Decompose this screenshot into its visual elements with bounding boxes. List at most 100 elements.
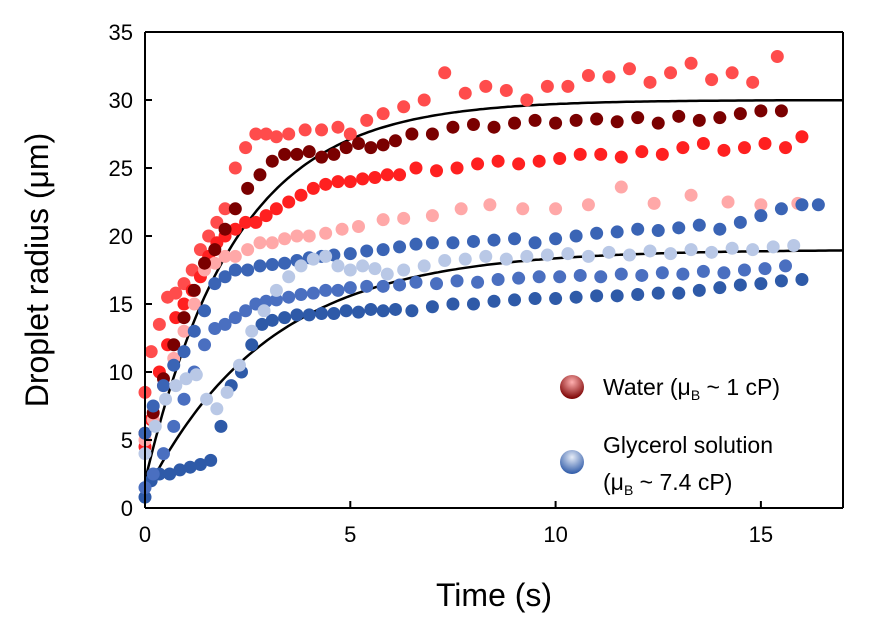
glycerol-data-point bbox=[409, 237, 423, 251]
glycerol-data-point bbox=[811, 198, 825, 212]
water-data-point bbox=[692, 113, 706, 127]
glycerol-data-point bbox=[146, 467, 160, 481]
glycerol-data-point bbox=[163, 467, 177, 481]
water-data-point bbox=[302, 229, 316, 243]
water-data-point bbox=[239, 141, 253, 155]
water-data-point bbox=[208, 256, 222, 270]
glycerol-data-point bbox=[717, 266, 731, 280]
water-data-point bbox=[417, 93, 431, 107]
glycerol-data-point bbox=[169, 379, 183, 393]
y-tick-label: 30 bbox=[109, 88, 133, 113]
water-data-point bbox=[364, 141, 378, 155]
glycerol-data-point bbox=[664, 247, 678, 261]
glycerol-data-point bbox=[610, 289, 624, 303]
y-ticks: 0 5 10 15 20 25 30 35 bbox=[109, 20, 152, 521]
fit-curves bbox=[143, 98, 844, 495]
glycerol-data-point bbox=[331, 283, 345, 297]
glycerol-data-point bbox=[265, 313, 279, 327]
glycerol-data-point bbox=[779, 259, 793, 273]
glycerol-data-point bbox=[438, 253, 452, 267]
glycerol-data-point bbox=[733, 278, 747, 292]
glycerol-data-point bbox=[458, 252, 472, 266]
water-data-point bbox=[294, 188, 308, 202]
glycerol-data-point bbox=[302, 308, 316, 322]
water-data-point bbox=[343, 175, 357, 189]
water-data-point bbox=[725, 66, 739, 80]
water-data-point bbox=[278, 147, 292, 161]
glycerol-data-point bbox=[343, 281, 357, 295]
water-data-point bbox=[438, 66, 452, 80]
water-data-point bbox=[239, 215, 253, 229]
water-data-point bbox=[376, 138, 390, 152]
glycerol-data-point bbox=[327, 307, 341, 321]
glycerol-data-point bbox=[356, 259, 370, 273]
glycerol-data-point bbox=[425, 236, 439, 250]
glycerol-data-point bbox=[622, 248, 636, 262]
glycerol-data-point bbox=[364, 302, 378, 316]
water-data-point bbox=[532, 154, 546, 168]
glycerol-data-point bbox=[508, 232, 522, 246]
water-data-point bbox=[610, 115, 624, 129]
glycerol-data-point bbox=[713, 222, 727, 236]
water-data-point bbox=[643, 75, 657, 89]
glycerol-data-point bbox=[156, 447, 170, 461]
water-data-point bbox=[614, 150, 628, 164]
glycerol-data-point bbox=[187, 324, 201, 338]
y-tick-label: 35 bbox=[109, 20, 133, 45]
glycerol-data-point bbox=[466, 234, 480, 248]
water-data-point bbox=[282, 127, 296, 141]
y-axis-title: Droplet radius (μm) bbox=[19, 133, 55, 408]
water-data-point bbox=[651, 116, 665, 130]
glycerol-data-point bbox=[282, 290, 296, 304]
water-data-point bbox=[774, 104, 788, 118]
water-data-point bbox=[393, 168, 407, 182]
water-data-point bbox=[672, 109, 686, 123]
water-data-point bbox=[795, 130, 809, 144]
water-data-point bbox=[265, 236, 279, 250]
glycerol-data-point bbox=[409, 275, 423, 289]
water-data-point bbox=[198, 256, 212, 270]
x-ticks: 0 5 10 15 bbox=[139, 501, 773, 547]
water-data-point bbox=[241, 243, 255, 257]
water-data-point bbox=[512, 157, 526, 171]
glycerol-data-point bbox=[446, 236, 460, 250]
water-data-point bbox=[269, 202, 283, 216]
water-data-point bbox=[169, 286, 183, 300]
water-data-point bbox=[664, 66, 678, 80]
water-data-point bbox=[228, 161, 242, 175]
water-data-point bbox=[684, 56, 698, 70]
glycerol-data-point bbox=[528, 292, 542, 306]
water-data-point bbox=[446, 120, 460, 134]
glycerol-data-point bbox=[380, 267, 394, 281]
glycerol-data-point bbox=[479, 249, 493, 263]
water-data-point bbox=[298, 123, 312, 137]
glycerol-data-point bbox=[269, 283, 283, 297]
water-data-point bbox=[499, 83, 513, 97]
water-data-point bbox=[516, 202, 530, 216]
water-data-point bbox=[167, 338, 181, 352]
glycerol-data-point bbox=[228, 311, 242, 325]
water-data-point bbox=[573, 147, 587, 161]
glycerol-data-point bbox=[228, 263, 242, 277]
glycerol-data-point bbox=[159, 392, 173, 406]
glycerol-data-point bbox=[569, 229, 583, 243]
water-data-point bbox=[360, 113, 374, 127]
glycerol-data-point bbox=[713, 281, 727, 295]
glycerol-data-point bbox=[651, 286, 665, 300]
glycerol-data-point bbox=[446, 297, 460, 311]
water-data-point bbox=[228, 249, 242, 263]
glycerol-data-point bbox=[193, 457, 207, 471]
glycerol-data-point bbox=[319, 249, 333, 263]
glycerol-data-point bbox=[269, 293, 283, 307]
x-axis-title: Time (s) bbox=[436, 577, 552, 613]
legend: Water (μB ~ 1 cP) Glycerol solution (μB … bbox=[560, 374, 780, 498]
glycerol-data-point bbox=[549, 292, 563, 306]
glycerol-data-point bbox=[173, 463, 187, 477]
water-data-point bbox=[352, 219, 366, 233]
glycerol-data-point bbox=[561, 247, 575, 261]
water-data-point bbox=[259, 127, 273, 141]
water-data-point bbox=[425, 209, 439, 223]
glycerol-data-point bbox=[319, 283, 333, 297]
glycerol-data-point bbox=[204, 453, 218, 467]
